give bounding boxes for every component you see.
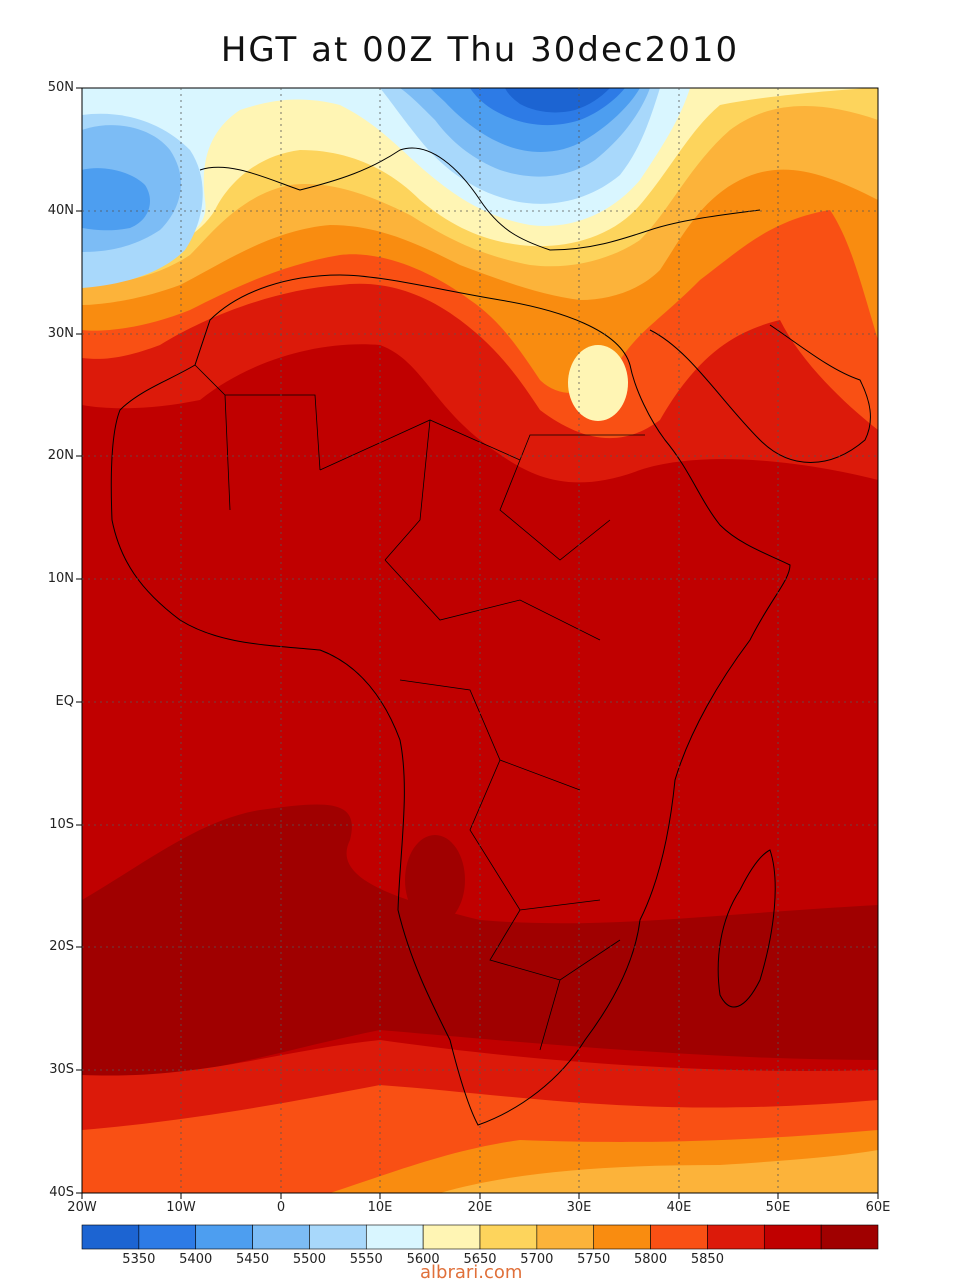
colorbar-swatch bbox=[309, 1224, 367, 1250]
lat-label: EQ bbox=[55, 694, 74, 709]
lon-label: 0 bbox=[276, 1200, 286, 1215]
colorbar-swatch bbox=[422, 1224, 481, 1250]
colorbar-swatch bbox=[820, 1224, 879, 1250]
lon-label: 30E bbox=[566, 1200, 592, 1215]
colorbar-swatch bbox=[252, 1224, 310, 1250]
lon-label: 50E bbox=[765, 1200, 791, 1215]
africa-coastline bbox=[110, 274, 791, 1126]
colorbar bbox=[81, 1224, 879, 1250]
colorbar-label: 5700 bbox=[520, 1252, 554, 1267]
lon-label: 10E bbox=[367, 1200, 393, 1215]
arabia-coastline bbox=[649, 324, 871, 463]
band-5350-east bbox=[505, 88, 610, 113]
colorbar-label: 5400 bbox=[179, 1252, 213, 1267]
lat-label: 40N bbox=[47, 203, 74, 218]
tick-marks bbox=[76, 87, 879, 1199]
map-title: HGT at 00Z Thu 30dec2010 bbox=[220, 30, 740, 70]
colorbar-label: 5600 bbox=[406, 1252, 440, 1267]
colorbar-swatch bbox=[707, 1224, 765, 1250]
colorbar-swatch bbox=[138, 1224, 197, 1250]
lon-label: 10W bbox=[166, 1200, 196, 1215]
gridlines bbox=[82, 88, 878, 1193]
europe-coastline bbox=[199, 147, 761, 251]
lat-label: 10N bbox=[47, 571, 74, 586]
colorbar-swatch bbox=[479, 1224, 538, 1250]
lat-label: 30N bbox=[47, 326, 74, 341]
band-6000 bbox=[82, 804, 878, 1080]
watermark-text: albrari.com bbox=[420, 1262, 523, 1283]
colorbar-swatch bbox=[593, 1224, 651, 1250]
colorbar-swatch bbox=[81, 1224, 140, 1250]
lat-label: 50N bbox=[47, 80, 74, 95]
madagascar-coastline bbox=[717, 849, 776, 1008]
colorbar-label: 5850 bbox=[690, 1252, 724, 1267]
lat-label: 40S bbox=[49, 1185, 74, 1200]
colorbar-label: 5800 bbox=[634, 1252, 668, 1267]
colorbar-label: 5450 bbox=[236, 1252, 270, 1267]
lon-label: 60E bbox=[865, 1200, 891, 1215]
colorbar-swatch bbox=[536, 1224, 595, 1250]
colorbar-label: 5750 bbox=[577, 1252, 611, 1267]
lat-label: 10S bbox=[49, 817, 74, 832]
colorbar-label: 5500 bbox=[292, 1252, 326, 1267]
lon-label: 20W bbox=[67, 1200, 97, 1215]
lon-label: 40E bbox=[666, 1200, 692, 1215]
lat-label: 30S bbox=[49, 1062, 74, 1077]
lat-label: 20N bbox=[47, 448, 74, 463]
colorbar-label: 5550 bbox=[349, 1252, 383, 1267]
colorbar-swatch bbox=[195, 1224, 253, 1250]
band-5650-egypt bbox=[568, 345, 628, 421]
lon-label: 20E bbox=[467, 1200, 493, 1215]
lat-label: 20S bbox=[49, 939, 74, 954]
band-5750-south bbox=[440, 1150, 878, 1193]
colorbar-label: 5350 bbox=[122, 1252, 156, 1267]
band-6000-angola bbox=[405, 835, 465, 925]
colorbar-label: 5650 bbox=[463, 1252, 497, 1267]
colorbar-swatch bbox=[763, 1224, 822, 1250]
band-5450 bbox=[82, 168, 150, 231]
colorbar-swatch bbox=[650, 1224, 708, 1250]
colorbar-swatch bbox=[365, 1224, 424, 1250]
